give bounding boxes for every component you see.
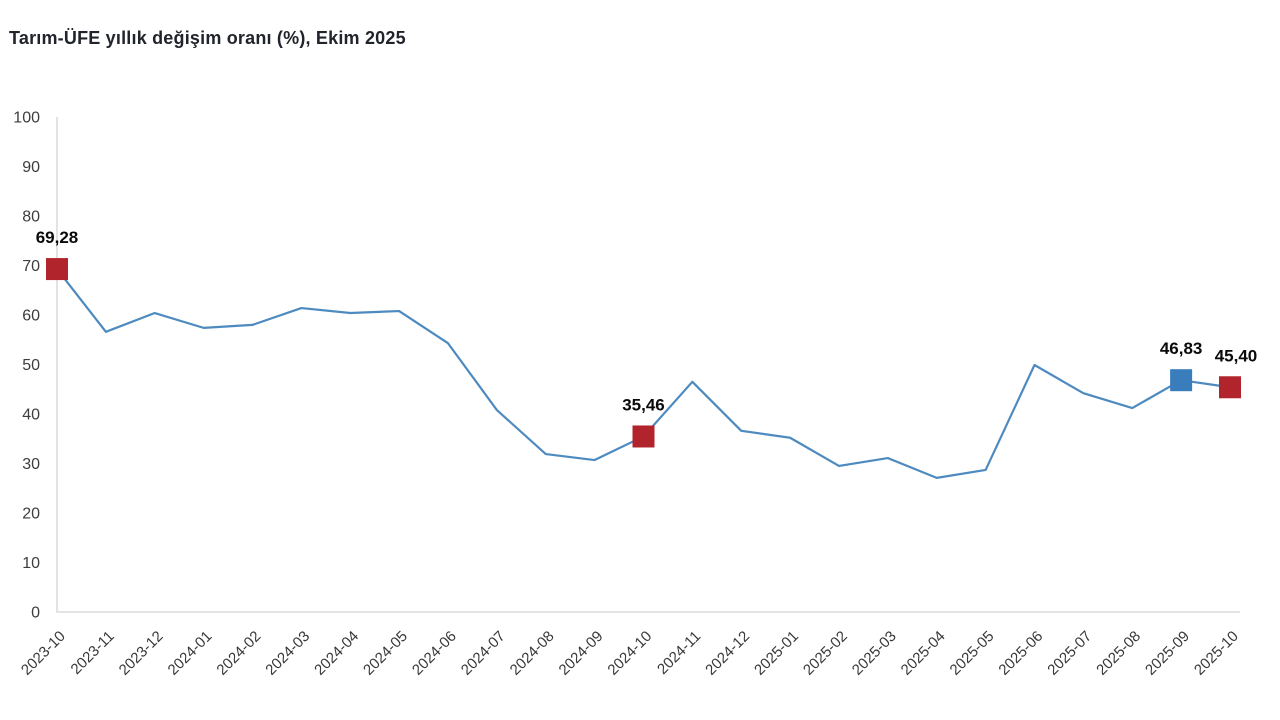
y-tick-label: 70 — [22, 258, 40, 275]
x-tick-label: 2024-03 — [262, 628, 313, 679]
y-tick-label: 100 — [13, 110, 40, 127]
data-point-label-2024-10: 35,46 — [622, 395, 665, 414]
y-tick-label: 80 — [22, 209, 40, 226]
y-tick-label: 40 — [22, 407, 40, 424]
x-tick-label: 2025-03 — [849, 628, 900, 679]
x-tick-label: 2024-10 — [604, 628, 655, 679]
y-tick-label: 60 — [22, 308, 40, 325]
y-tick-label: 50 — [22, 357, 40, 374]
x-tick-label: 2025-07 — [1044, 628, 1095, 679]
data-marker-2024-10 — [632, 425, 655, 448]
x-tick-label: 2024-06 — [409, 628, 460, 679]
x-tick-label: 2023-12 — [116, 628, 167, 679]
x-tick-label: 2025-06 — [995, 628, 1046, 679]
x-tick-label: 2024-08 — [507, 628, 558, 679]
x-tick-label: 2023-10 — [18, 628, 69, 679]
x-tick-label: 2024-09 — [555, 628, 606, 679]
x-tick-label: 2025-02 — [800, 628, 851, 679]
data-point-label-2023-10: 69,28 — [36, 228, 79, 247]
data-point-label-2025-10: 45,40 — [1215, 346, 1258, 365]
x-tick-label: 2025-05 — [946, 628, 997, 679]
data-marker-2025-10 — [1219, 376, 1241, 399]
x-tick-label: 2024-05 — [360, 628, 411, 679]
data-marker-2023-10 — [46, 258, 68, 281]
x-tick-label: 2024-12 — [702, 628, 753, 679]
x-tick-label: 2024-01 — [164, 628, 215, 679]
x-tick-label: 2024-04 — [311, 628, 362, 679]
y-tick-label: 90 — [22, 159, 40, 176]
y-tick-label: 10 — [22, 555, 40, 572]
data-marker-2025-09 — [1170, 369, 1193, 392]
axis-lines — [56, 117, 1240, 613]
y-tick-label: 30 — [22, 456, 40, 473]
y-tick-label: 20 — [22, 506, 40, 523]
chart-title: Tarım-ÜFE yıllık değişim oranı (%), Ekim… — [9, 28, 406, 48]
x-tick-label: 2024-02 — [213, 628, 264, 679]
x-tick-label: 2023-11 — [68, 628, 118, 678]
x-tick-label: 2024-11 — [654, 628, 704, 678]
x-tick-label: 2025-10 — [1191, 628, 1242, 679]
x-tick-label: 2025-04 — [898, 628, 949, 679]
y-tick-label: 0 — [31, 605, 40, 622]
data-point-label-2025-09: 46,83 — [1160, 339, 1203, 358]
x-tick-label: 2025-09 — [1142, 628, 1193, 679]
x-tick-label: 2024-07 — [458, 628, 509, 679]
x-tick-label: 2025-08 — [1093, 628, 1144, 679]
x-tick-label: 2025-01 — [751, 628, 802, 679]
